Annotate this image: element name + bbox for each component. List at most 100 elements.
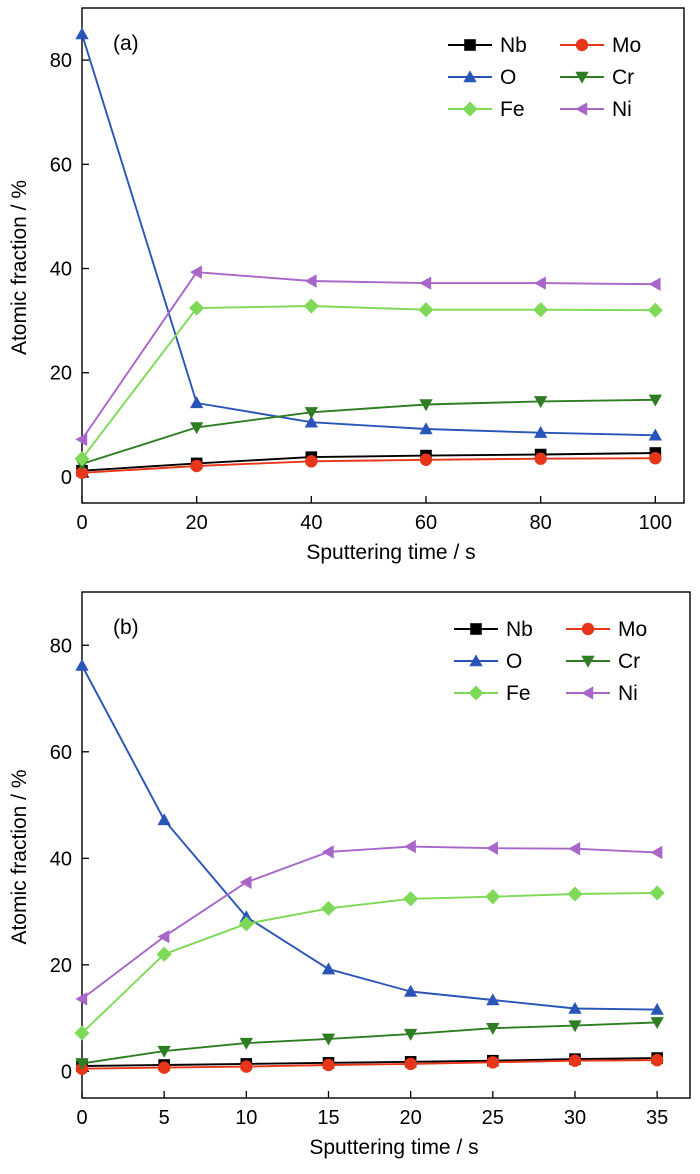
y-tick-label: 20 bbox=[50, 955, 72, 977]
series-nb bbox=[76, 447, 662, 477]
x-tick-label: 10 bbox=[235, 1107, 257, 1129]
legend-marker bbox=[575, 102, 588, 116]
data-point bbox=[240, 1060, 253, 1073]
data-point bbox=[403, 984, 418, 997]
y-tick-label: 60 bbox=[50, 154, 72, 176]
series-line bbox=[81, 271, 656, 440]
y-axis-label: Atomic fraction / % bbox=[8, 180, 31, 355]
plot-frame bbox=[81, 591, 691, 1099]
series-cr bbox=[75, 1017, 664, 1071]
series-line bbox=[81, 1057, 658, 1067]
x-tick-label: 35 bbox=[646, 1107, 668, 1129]
data-point bbox=[304, 415, 319, 428]
data-point bbox=[568, 842, 581, 856]
legend-marker bbox=[462, 101, 478, 117]
series-o bbox=[75, 658, 664, 1015]
series-line bbox=[81, 1059, 658, 1070]
legend-marker bbox=[464, 39, 476, 51]
panel-label: (b) bbox=[113, 616, 139, 639]
legend-item: Ni bbox=[566, 682, 638, 705]
data-point bbox=[648, 277, 661, 291]
data-point bbox=[189, 265, 202, 279]
series-o bbox=[75, 27, 663, 441]
data-point bbox=[533, 425, 548, 438]
data-point bbox=[75, 466, 89, 479]
legend-label: Cr bbox=[618, 650, 640, 673]
data-point bbox=[419, 453, 433, 466]
series-line bbox=[81, 452, 656, 472]
legend-item: Nb bbox=[448, 34, 527, 57]
data-point bbox=[648, 428, 663, 441]
series-line bbox=[81, 457, 656, 474]
y-tick-label: 80 bbox=[50, 50, 72, 72]
data-point bbox=[75, 658, 89, 671]
x-tick-label: 30 bbox=[564, 1107, 586, 1129]
data-point bbox=[157, 1045, 171, 1058]
data-point bbox=[403, 891, 419, 907]
plot-frame bbox=[81, 7, 685, 504]
data-point bbox=[403, 1028, 418, 1041]
data-point bbox=[534, 452, 547, 465]
data-point bbox=[157, 1061, 171, 1074]
legend-label: Ni bbox=[618, 682, 638, 705]
series-mo bbox=[75, 451, 662, 479]
y-tick-label: 0 bbox=[61, 467, 72, 489]
y-tick-label: 20 bbox=[50, 363, 72, 385]
x-tick-label: 20 bbox=[186, 512, 208, 534]
panel-a: 0 20 40 60 80 100 0 20 40 60 80 Sputtering time / s… bbox=[8, 7, 685, 564]
legend: Nb Mo O Cr Fe Ni bbox=[454, 618, 647, 705]
data-point bbox=[305, 455, 318, 468]
legend-label: O bbox=[506, 650, 522, 673]
data-point bbox=[419, 399, 433, 412]
x-tick-label: 0 bbox=[76, 1107, 87, 1129]
data-point bbox=[485, 889, 501, 905]
series-fe bbox=[74, 298, 663, 467]
data-point bbox=[157, 929, 170, 944]
series-line bbox=[81, 398, 656, 465]
data-point bbox=[486, 1023, 500, 1035]
data-point bbox=[320, 900, 337, 916]
data-point bbox=[533, 396, 548, 409]
series-line bbox=[81, 305, 656, 460]
y-tick-label: 0 bbox=[61, 1061, 72, 1083]
legend-marker bbox=[469, 654, 483, 667]
series-fe bbox=[74, 885, 665, 1041]
data-point bbox=[157, 813, 171, 826]
data-point bbox=[649, 451, 662, 465]
data-point bbox=[568, 1054, 582, 1067]
data-point bbox=[322, 1058, 335, 1072]
data-point bbox=[304, 274, 317, 288]
data-point bbox=[533, 276, 546, 290]
legend-label: Fe bbox=[500, 98, 525, 121]
data-point bbox=[75, 992, 88, 1006]
panel-label: (a) bbox=[113, 32, 139, 55]
x-axis-label: Sputtering time / s bbox=[306, 541, 475, 564]
data-point bbox=[75, 432, 88, 447]
data-point bbox=[568, 1001, 582, 1014]
data-point bbox=[190, 459, 203, 473]
y-tick-label: 80 bbox=[50, 635, 72, 657]
data-point bbox=[321, 1033, 336, 1046]
data-point bbox=[533, 302, 549, 318]
legend-marker bbox=[463, 70, 477, 83]
data-point bbox=[189, 396, 204, 409]
data-point bbox=[303, 298, 319, 314]
x-tick-label: 100 bbox=[639, 512, 672, 534]
data-point bbox=[304, 407, 319, 420]
data-point bbox=[403, 839, 416, 854]
x-tick-label: 25 bbox=[482, 1107, 504, 1129]
legend-label: O bbox=[500, 66, 516, 89]
data-point bbox=[74, 1025, 90, 1041]
data-point bbox=[321, 962, 336, 975]
data-point bbox=[419, 276, 432, 290]
legend-item: Cr bbox=[566, 650, 640, 673]
legend-marker bbox=[470, 623, 482, 635]
data-point bbox=[650, 845, 663, 860]
legend-marker bbox=[575, 71, 589, 84]
legend-marker bbox=[575, 38, 589, 52]
data-point bbox=[75, 27, 89, 40]
legend-item: Fe bbox=[448, 98, 525, 121]
series-line bbox=[81, 665, 658, 1011]
data-point bbox=[239, 1037, 253, 1050]
